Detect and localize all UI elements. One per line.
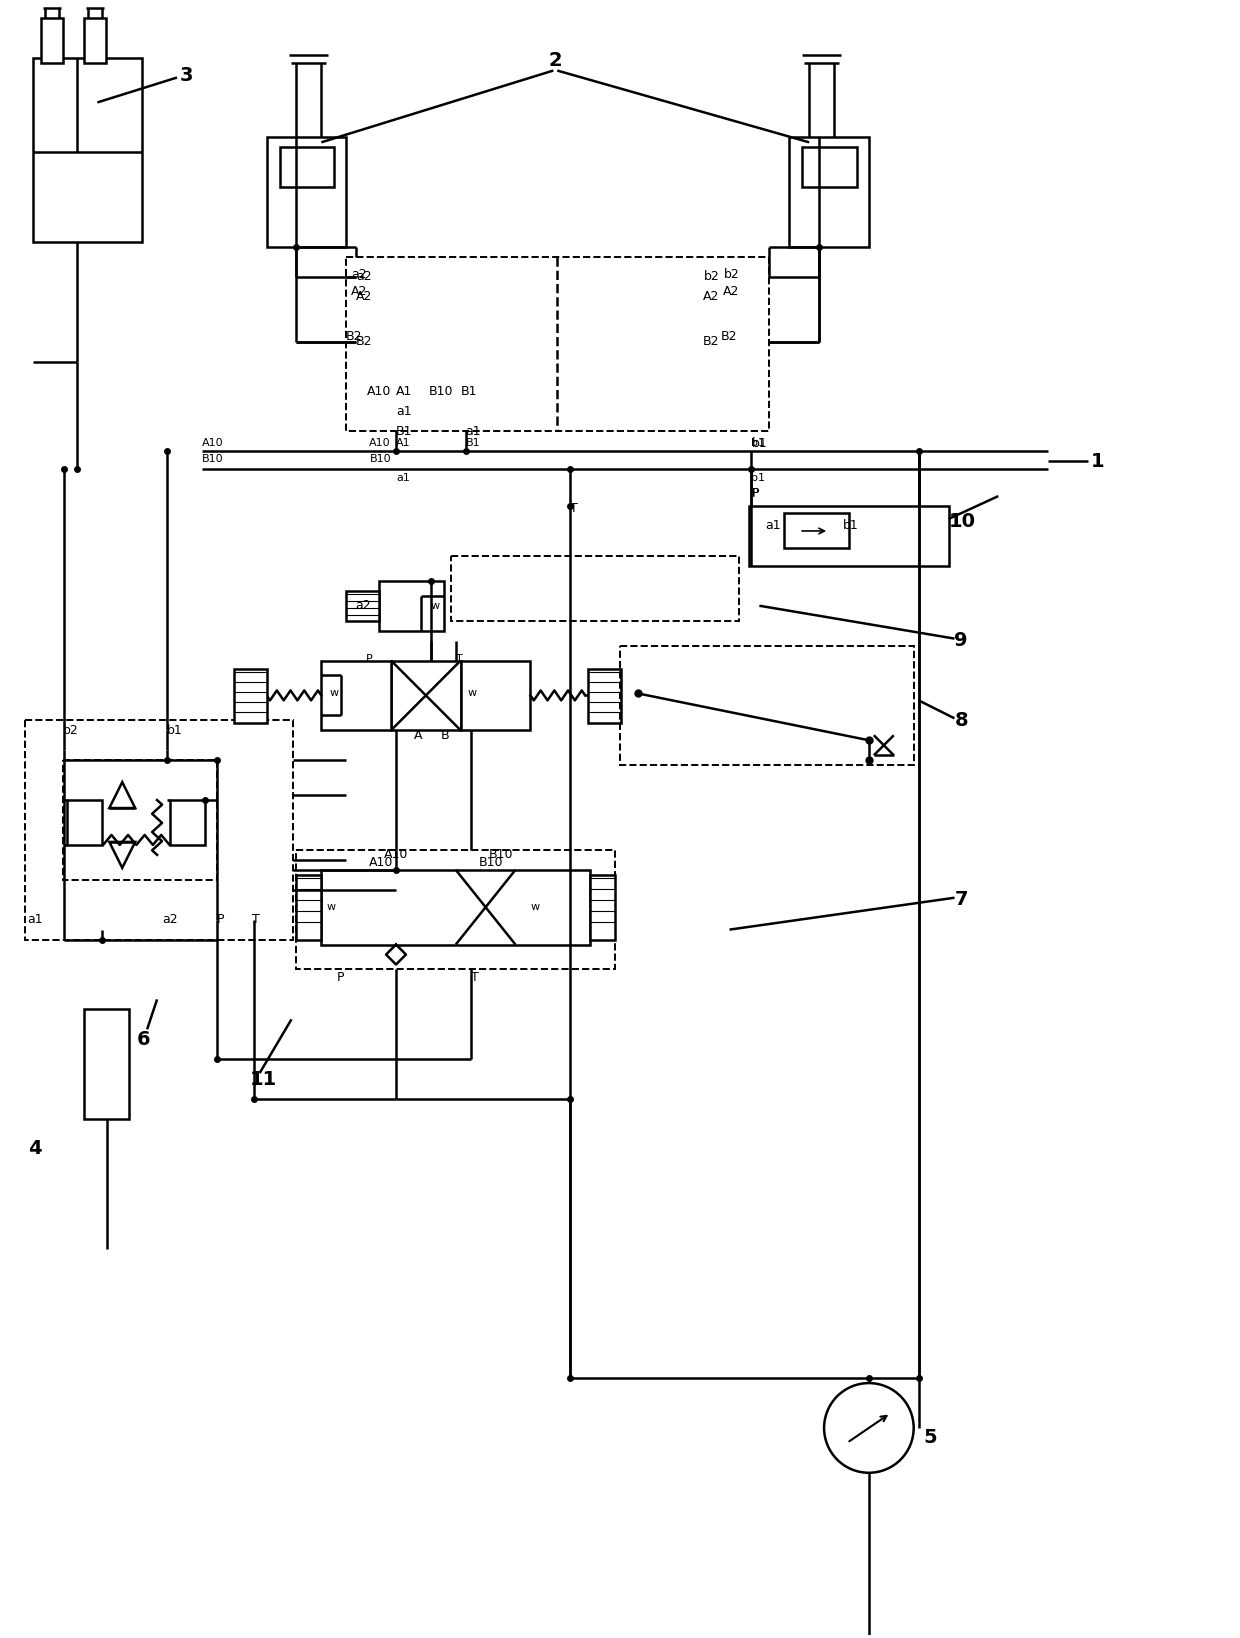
Bar <box>346 257 769 431</box>
Text: B2: B2 <box>703 336 719 349</box>
Text: A2: A2 <box>723 285 739 298</box>
Text: P: P <box>336 971 343 984</box>
Text: b1: b1 <box>751 437 768 450</box>
Text: B2: B2 <box>356 336 373 349</box>
Text: 11: 11 <box>249 1070 277 1089</box>
Bar <box>391 660 461 731</box>
Bar <box>321 660 391 731</box>
Bar <box>588 668 621 724</box>
Text: w: w <box>326 901 336 912</box>
Text: a1: a1 <box>765 519 781 532</box>
Text: B10: B10 <box>370 454 391 464</box>
Text: b2: b2 <box>724 269 739 282</box>
Bar <box>321 870 590 945</box>
Text: B: B <box>440 729 449 742</box>
Text: T: T <box>252 912 259 925</box>
Text: 5: 5 <box>924 1428 937 1448</box>
Text: P: P <box>217 912 224 925</box>
Bar <box>84 18 107 62</box>
Text: T: T <box>456 654 463 663</box>
Bar <box>296 850 615 970</box>
Bar <box>32 57 143 242</box>
Bar <box>279 147 335 187</box>
Bar <box>84 1009 129 1119</box>
Text: A10: A10 <box>368 857 393 870</box>
Text: b1: b1 <box>843 519 859 532</box>
Text: T: T <box>471 971 479 984</box>
Bar <box>62 760 217 880</box>
Text: 8: 8 <box>955 711 968 731</box>
Bar <box>802 147 857 187</box>
Text: B10: B10 <box>479 857 503 870</box>
Text: P: P <box>366 654 373 663</box>
Text: A10: A10 <box>384 848 408 862</box>
Text: b1: b1 <box>167 724 182 737</box>
Circle shape <box>825 1382 914 1473</box>
Bar <box>25 721 294 940</box>
Text: a1: a1 <box>396 405 412 418</box>
Text: A10: A10 <box>367 385 391 398</box>
Text: w: w <box>330 688 339 698</box>
Text: B2: B2 <box>720 331 738 342</box>
Text: a1: a1 <box>396 473 410 483</box>
Text: w: w <box>531 901 539 912</box>
Text: 2: 2 <box>548 51 562 70</box>
Text: b1: b1 <box>751 473 765 483</box>
Text: B1: B1 <box>396 424 413 437</box>
Text: a2: a2 <box>356 600 371 613</box>
Bar <box>590 875 615 940</box>
Text: w: w <box>467 688 477 698</box>
Text: A10: A10 <box>370 439 391 449</box>
Text: 9: 9 <box>955 631 968 650</box>
Text: b2: b2 <box>62 724 78 737</box>
Text: B1: B1 <box>466 439 480 449</box>
Text: B10: B10 <box>429 385 454 398</box>
Text: A2: A2 <box>703 290 719 303</box>
Text: b2: b2 <box>704 270 719 283</box>
Bar <box>784 513 849 549</box>
Text: 7: 7 <box>955 889 968 909</box>
Text: a2: a2 <box>356 270 372 283</box>
Text: A1: A1 <box>396 439 410 449</box>
Text: B2: B2 <box>346 331 363 342</box>
Bar <box>451 555 739 621</box>
Text: A1: A1 <box>396 385 413 398</box>
Text: 1: 1 <box>1091 452 1105 470</box>
Text: a1: a1 <box>466 424 481 437</box>
Text: B10: B10 <box>489 848 513 862</box>
Text: w: w <box>430 601 440 611</box>
Text: 3: 3 <box>180 66 193 85</box>
Text: A10: A10 <box>202 439 223 449</box>
Bar <box>41 18 62 62</box>
Bar <box>461 660 531 731</box>
Text: a2: a2 <box>162 912 177 925</box>
Bar <box>620 645 914 765</box>
Text: P: P <box>751 486 759 500</box>
Text: a1: a1 <box>27 912 43 925</box>
Text: a2: a2 <box>351 269 367 282</box>
Bar <box>233 668 267 724</box>
Text: b1: b1 <box>751 439 765 449</box>
Bar <box>67 799 103 845</box>
Bar <box>296 875 321 940</box>
Bar <box>267 138 346 247</box>
Text: 6: 6 <box>138 1030 151 1048</box>
Text: B1: B1 <box>461 385 477 398</box>
Bar <box>170 799 205 845</box>
Text: A2: A2 <box>356 290 372 303</box>
Text: A: A <box>414 729 423 742</box>
Bar <box>749 506 949 565</box>
Text: P: P <box>751 488 758 498</box>
Bar <box>379 581 444 631</box>
Text: B10: B10 <box>202 454 223 464</box>
Text: A2: A2 <box>351 285 367 298</box>
Bar <box>789 138 869 247</box>
Text: T: T <box>570 501 578 514</box>
Text: 4: 4 <box>27 1140 41 1158</box>
Bar <box>346 591 379 621</box>
Text: 10: 10 <box>949 511 976 531</box>
